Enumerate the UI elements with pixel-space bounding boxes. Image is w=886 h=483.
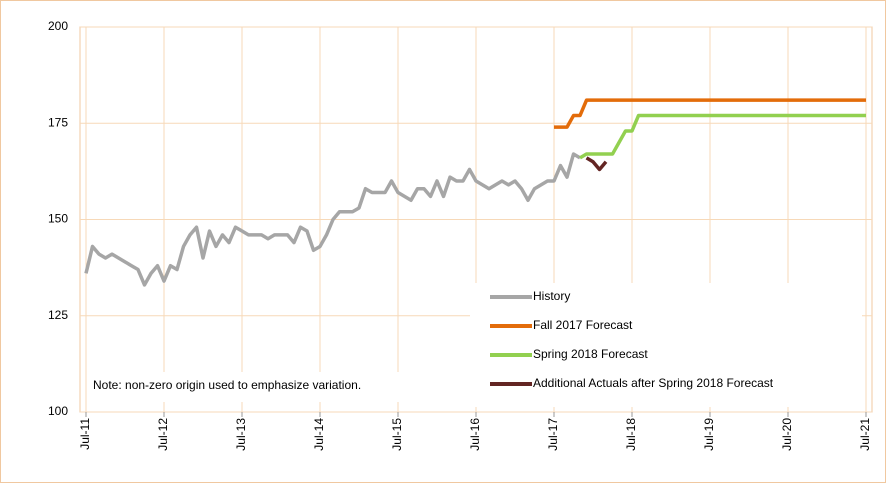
- legend-label: Fall 2017 Forecast: [533, 318, 633, 332]
- x-tick-label: Jul-19: [702, 418, 716, 451]
- x-tick-label: Jul-21: [858, 418, 872, 451]
- x-tick-label: Jul-17: [546, 418, 560, 451]
- x-tick-label: Jul-13: [234, 418, 248, 451]
- x-tick-label: Jul-11: [78, 418, 92, 450]
- x-tick-label: Jul-15: [390, 418, 404, 451]
- legend-box: [470, 283, 862, 407]
- series-line: [84, 152, 581, 287]
- x-tick-label: Jul-16: [468, 418, 482, 451]
- y-tick-label: 200: [48, 19, 68, 33]
- x-tick-label: Jul-20: [780, 418, 794, 451]
- y-tick-label: 150: [48, 212, 68, 226]
- x-tick-label: Jul-18: [624, 418, 638, 451]
- legend-label: Spring 2018 Forecast: [533, 347, 648, 361]
- series-line: [585, 156, 608, 172]
- series-line: [579, 113, 866, 160]
- x-tick-label: Jul-12: [156, 418, 170, 451]
- y-tick-label: 175: [48, 115, 68, 129]
- y-tick-label: 100: [48, 404, 68, 418]
- series-line: [554, 98, 866, 129]
- y-tick-label: 125: [48, 308, 68, 322]
- note: Note: non-zero origin used to emphasize …: [93, 378, 361, 392]
- note-box: [88, 372, 440, 402]
- x-tick-label: Jul-14: [312, 418, 326, 451]
- legend-label: History: [533, 289, 570, 303]
- legend-label: Additional Actuals after Spring 2018 For…: [533, 376, 774, 390]
